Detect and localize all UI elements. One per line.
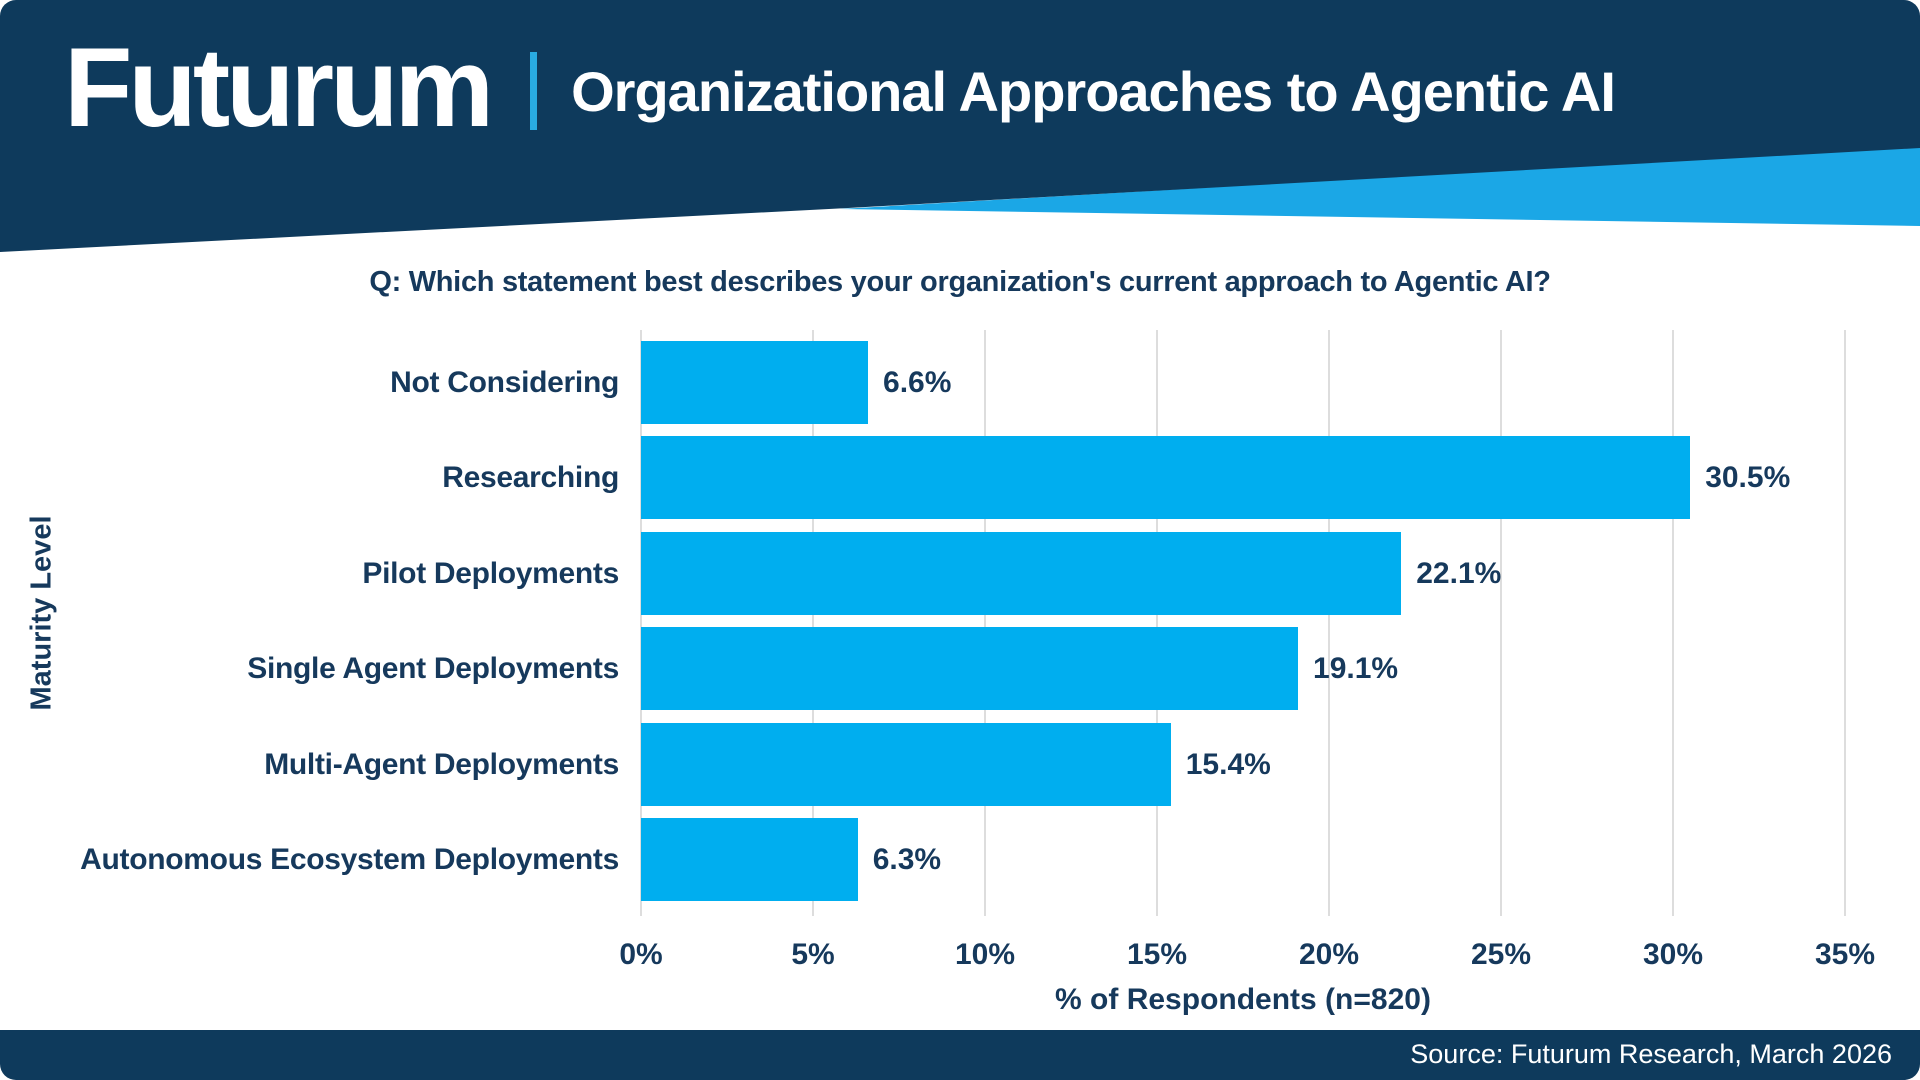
bar-pilot-deployments	[641, 531, 1402, 615]
gridline-25%	[1500, 330, 1502, 916]
bar-multi-agent-deployments	[641, 722, 1171, 806]
x-tick-label: 30%	[1642, 938, 1704, 971]
gridline-0%	[640, 330, 642, 916]
gridline-10%	[984, 330, 986, 916]
x-tick-label: 25%	[1470, 938, 1532, 971]
source-footer: Source: Futurum Research, March 2026	[0, 1030, 1920, 1080]
value-label: 6.3%	[872, 843, 942, 876]
bar-autonomous-ecosystem-deployments	[641, 818, 858, 901]
gridline-15%	[1156, 330, 1158, 916]
value-label: 19.1%	[1313, 652, 1399, 686]
x-tick-label: 20%	[1298, 938, 1360, 971]
bar-single-agent-deployments	[641, 627, 1299, 711]
value-label: 6.6%	[883, 366, 952, 399]
gridline-5%	[812, 330, 814, 916]
category-label: Pilot Deployments	[362, 556, 619, 590]
futurum-logo: Futurum	[64, 25, 494, 150]
bar-researching	[641, 436, 1691, 520]
x-tick-label: 15%	[1126, 938, 1188, 971]
page-title: Organizational Approaches to Agentic AI	[571, 59, 1616, 123]
category-label: Multi-Agent Deployments	[264, 747, 619, 781]
x-tick-label: 0%	[619, 938, 663, 971]
category-label: Autonomous Ecosystem Deployments	[80, 843, 619, 876]
category-label: Researching	[442, 461, 619, 495]
x-axis-label: % of Respondents (n=820)	[1055, 983, 1431, 1016]
x-tick-label: 10%	[954, 938, 1016, 971]
y-axis-label: Maturity Level	[25, 515, 58, 711]
survey-question: Q: Which statement best describes your o…	[369, 266, 1551, 298]
gridline-30%	[1672, 330, 1674, 916]
category-label: Single Agent Deployments	[247, 652, 619, 686]
x-tick-label: 35%	[1814, 938, 1876, 971]
value-label: 22.1%	[1416, 556, 1502, 590]
gridline-20%	[1328, 330, 1330, 916]
gridline-35%	[1844, 330, 1846, 916]
value-label: 15.4%	[1185, 747, 1271, 781]
value-label: 30.5%	[1705, 461, 1791, 495]
category-label: Not Considering	[390, 366, 619, 399]
bar-not-considering	[641, 341, 869, 424]
x-tick-label: 5%	[791, 938, 835, 971]
header: Futurum Organizational Approaches to Age…	[64, 0, 1616, 182]
logo-title-divider	[530, 52, 538, 130]
